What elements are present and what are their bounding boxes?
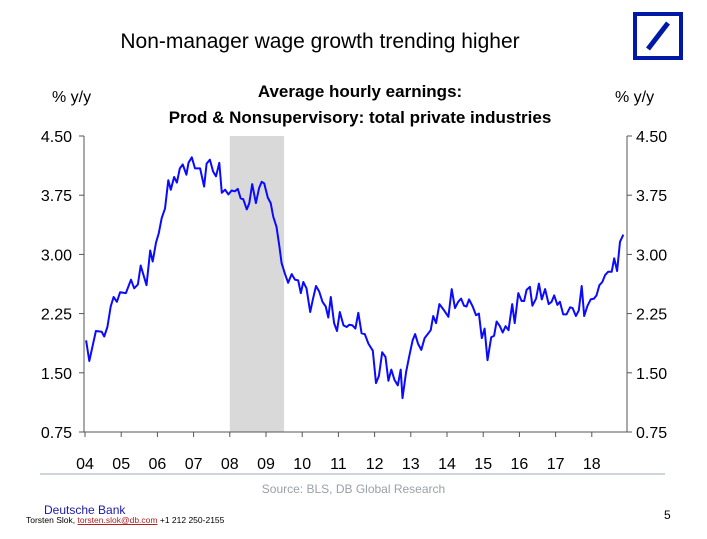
x-tick-label: 08: [221, 456, 239, 473]
y-tick-label-right: 2.25: [636, 307, 667, 324]
y-axis-label-right: % y/y: [615, 89, 654, 106]
x-tick-label: 04: [76, 456, 94, 473]
y-tick-label-left: 2.25: [41, 307, 72, 324]
chart-title-line2: Prod & Nonsupervisory: total private ind…: [169, 108, 552, 127]
logo-slash-icon: [646, 21, 670, 51]
slide-title: Non-manager wage growth trending higher: [120, 30, 520, 53]
x-tick-label: 17: [547, 456, 565, 473]
x-tick-label: 10: [293, 456, 311, 473]
x-tick-label: 18: [583, 456, 601, 473]
y-tick-label-left: 3.00: [41, 247, 72, 264]
footer-bank-name: Deutsche Bank: [44, 503, 126, 517]
x-tick-label: 07: [185, 456, 203, 473]
x-tick-label: 13: [402, 456, 420, 473]
y-tick-label-right: 3.75: [636, 188, 667, 205]
page-number: 5: [664, 508, 671, 522]
series-line-earnings: [85, 156, 625, 400]
author-name: Torsten Slok,: [26, 515, 76, 525]
x-tick-label: 12: [366, 456, 384, 473]
recession-shading: [229, 136, 285, 432]
y-tick-label-left: 4.50: [41, 129, 72, 146]
y-tick-label-right: 4.50: [636, 129, 667, 146]
x-tick-label: 14: [438, 456, 456, 473]
chart-title-line1: Average hourly earnings:: [258, 82, 462, 101]
y-tick-label-left: 0.75: [41, 425, 72, 442]
chart: Average hourly earnings: Prod & Nonsuper…: [40, 82, 667, 475]
author-email-link[interactable]: torsten.slok@db.com: [77, 515, 158, 525]
x-tick-label: 05: [112, 456, 130, 473]
footer-author: Torsten Slok, torsten.slok@db.com +1 212…: [26, 515, 224, 525]
author-phone: +1 212 250-2155: [159, 515, 225, 525]
y-tick-label-right: 1.50: [636, 366, 667, 383]
y-tick-label-left: 3.75: [41, 188, 72, 205]
y-tick-label-left: 1.50: [41, 366, 72, 383]
deutsche-bank-logo: [633, 12, 683, 60]
y-axis-label-left: % y/y: [52, 89, 91, 106]
x-tick-label: 06: [149, 456, 167, 473]
x-tick-label: 09: [257, 456, 275, 473]
source-note: Source: BLS, DB Global Research: [261, 482, 446, 496]
x-tick-label: 15: [474, 456, 492, 473]
y-tick-label-right: 0.75: [636, 425, 667, 442]
y-tick-label-right: 3.00: [636, 247, 667, 264]
x-tick-label: 11: [330, 456, 347, 473]
x-tick-label: 16: [511, 456, 529, 473]
